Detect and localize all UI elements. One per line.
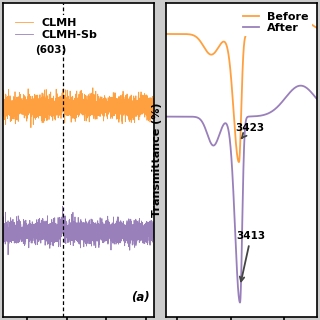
After [191,115,195,119]
Before [164,32,168,36]
CLMH-Sb [60,204,64,208]
CLMH-Sb [1,233,5,236]
Before [224,42,228,46]
Before [300,17,304,21]
Line: CLMH-Sb: CLMH-Sb [3,206,154,255]
CLMH-Sb [28,231,31,235]
CLMH [59,96,63,100]
Before [182,32,186,36]
CLMH [149,106,153,110]
After [299,84,302,88]
CLMH [66,105,69,108]
Before [231,97,235,100]
CLMH [19,103,22,107]
Before [237,160,241,164]
CLMH-Sb [66,240,69,244]
Line: Before: Before [166,18,320,162]
CLMH-Sb [149,226,153,229]
After [238,300,242,304]
CLMH-Sb [6,253,10,257]
Line: After: After [166,86,320,302]
CLMH [1,102,5,106]
CLMH [152,101,156,105]
Before [293,16,297,20]
After [164,115,168,118]
Y-axis label: Transmittance (%): Transmittance (%) [152,103,162,217]
CLMH [133,104,137,108]
After [231,177,235,181]
Text: 3423: 3423 [236,123,265,138]
After [182,115,186,118]
CLMH-Sb [152,226,156,229]
CLMH [29,126,33,130]
Before [317,27,320,31]
CLMH [91,86,95,90]
CLMH-Sb [59,225,63,228]
Text: (a): (a) [131,291,150,304]
Text: 3413: 3413 [236,231,266,281]
CLMH-Sb [133,227,137,231]
Legend: Before, After: Before, After [240,8,312,36]
Line: CLMH: CLMH [3,88,154,128]
After [300,84,304,88]
Legend: CLMH, CLMH-Sb: CLMH, CLMH-Sb [12,15,100,43]
CLMH [28,92,31,96]
After [317,100,320,104]
Text: (603): (603) [35,45,66,55]
Before [191,33,195,37]
CLMH-Sb [19,235,22,239]
After [224,121,228,125]
